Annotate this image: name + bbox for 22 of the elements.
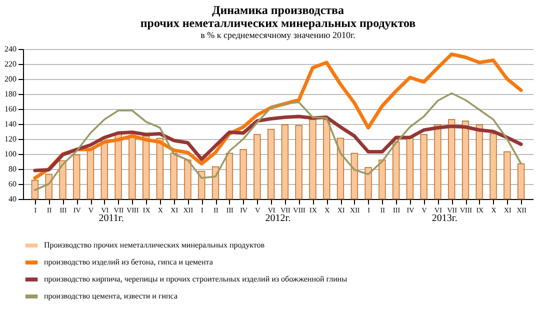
y-tick-label: 220: [4, 60, 16, 68]
line-series: [34, 92, 522, 191]
y-tick-label: 160: [4, 104, 16, 114]
y-tick-label: 100: [4, 150, 16, 158]
text: 2013г.: [432, 213, 458, 224]
y-tick-label: 240: [4, 44, 16, 54]
legend-label: производство цемента, извести и гипса: [44, 292, 178, 300]
y-tick-label: 180: [4, 90, 16, 98]
line-series: [33, 114, 523, 172]
y-tick-label: 120: [4, 134, 16, 144]
y-tick-label: 200: [4, 74, 16, 84]
y-tick-label: 40: [8, 194, 16, 204]
text: 2011г.: [98, 213, 124, 224]
legend-label: производство изделий из бетона, гипса и цемента: [44, 258, 214, 266]
y-tick-label: 140: [4, 120, 16, 128]
legend-label: Производство прочих неметаллических минеральных продуктов: [44, 240, 265, 250]
chart-title: Динамика производства прочих неметаллических минеральных продуктов: [140, 3, 416, 30]
y-tick-label: 80: [8, 164, 16, 174]
text: 2012г.: [265, 213, 291, 224]
chart-subtitle: в % к среднемесячному значению 2010г.: [200, 30, 356, 40]
legend-label: производство кирпича, черепицы и прочих строительных изделий из обожженной глины: [44, 274, 348, 284]
y-tick-label: 60: [8, 180, 16, 188]
